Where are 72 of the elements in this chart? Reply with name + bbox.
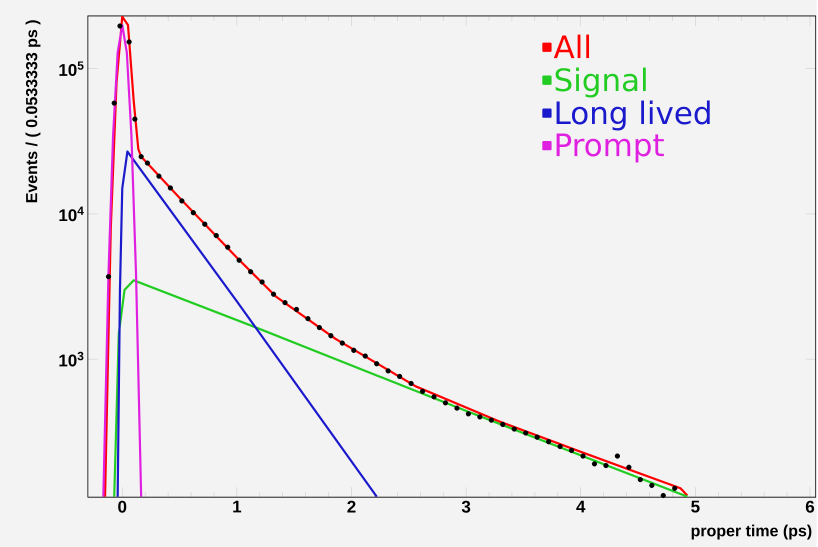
x-tick-label: 4 bbox=[576, 500, 586, 512]
legend-label: Prompt bbox=[556, 133, 664, 162]
point bbox=[305, 316, 311, 322]
x-tick-label: 6 bbox=[806, 500, 814, 513]
point bbox=[106, 274, 112, 280]
point bbox=[126, 39, 132, 44]
point bbox=[362, 353, 368, 359]
point bbox=[488, 418, 494, 423]
point bbox=[397, 374, 402, 379]
point bbox=[270, 292, 276, 297]
point bbox=[259, 279, 265, 285]
point bbox=[512, 426, 517, 432]
line-series bbox=[113, 279, 688, 498]
point bbox=[568, 448, 574, 453]
x-tick-label: 1 bbox=[233, 500, 242, 512]
point bbox=[592, 461, 598, 466]
point bbox=[112, 100, 117, 106]
line-series bbox=[102, 24, 142, 498]
point bbox=[534, 434, 540, 440]
x-axis-title: proper time (ps) bbox=[692, 524, 812, 540]
point bbox=[138, 154, 144, 160]
point bbox=[431, 394, 437, 400]
point bbox=[248, 269, 254, 274]
point bbox=[236, 258, 242, 263]
point bbox=[546, 439, 552, 444]
line-series bbox=[116, 150, 378, 498]
point bbox=[225, 244, 230, 250]
point bbox=[144, 160, 150, 166]
point bbox=[649, 482, 654, 488]
point bbox=[179, 198, 184, 204]
point bbox=[168, 185, 173, 191]
point bbox=[282, 300, 288, 306]
point bbox=[132, 116, 138, 122]
legend-label: All bbox=[554, 34, 590, 58]
point bbox=[156, 174, 162, 179]
point bbox=[202, 222, 208, 227]
point bbox=[386, 368, 391, 374]
point bbox=[454, 405, 460, 411]
point bbox=[500, 422, 506, 427]
point bbox=[672, 486, 678, 491]
point bbox=[328, 333, 334, 338]
x-tick-label: 0 bbox=[118, 500, 126, 513]
point bbox=[626, 464, 632, 470]
y-tick-label: 10$^{5}$ bbox=[59, 61, 84, 76]
point bbox=[420, 388, 426, 394]
point bbox=[558, 444, 563, 450]
point bbox=[351, 348, 356, 353]
x-tick-label: 3 bbox=[462, 500, 470, 513]
point bbox=[340, 340, 345, 346]
point bbox=[466, 411, 471, 416]
legend-label: Long lived bbox=[556, 100, 710, 130]
x-tick-label: 2 bbox=[347, 500, 356, 513]
point bbox=[408, 380, 414, 386]
point bbox=[660, 492, 666, 498]
point bbox=[294, 306, 300, 312]
legend-label: Signal bbox=[556, 68, 646, 98]
point bbox=[638, 476, 643, 482]
y-axis-title: Events / ( 0.0533333 ps ) bbox=[26, 20, 40, 202]
point bbox=[214, 232, 219, 238]
point bbox=[117, 23, 123, 29]
point bbox=[523, 430, 528, 436]
point bbox=[477, 414, 482, 420]
point bbox=[316, 324, 322, 330]
point bbox=[580, 453, 586, 459]
point bbox=[442, 400, 448, 406]
point bbox=[374, 361, 380, 366]
y-tick-label: 10$^{3}$ bbox=[59, 352, 84, 366]
point bbox=[603, 462, 609, 468]
x-tick-label: 5 bbox=[691, 500, 700, 512]
point bbox=[614, 453, 620, 459]
y-tick-label: 10$^{4}$ bbox=[59, 206, 84, 222]
point bbox=[190, 210, 196, 216]
